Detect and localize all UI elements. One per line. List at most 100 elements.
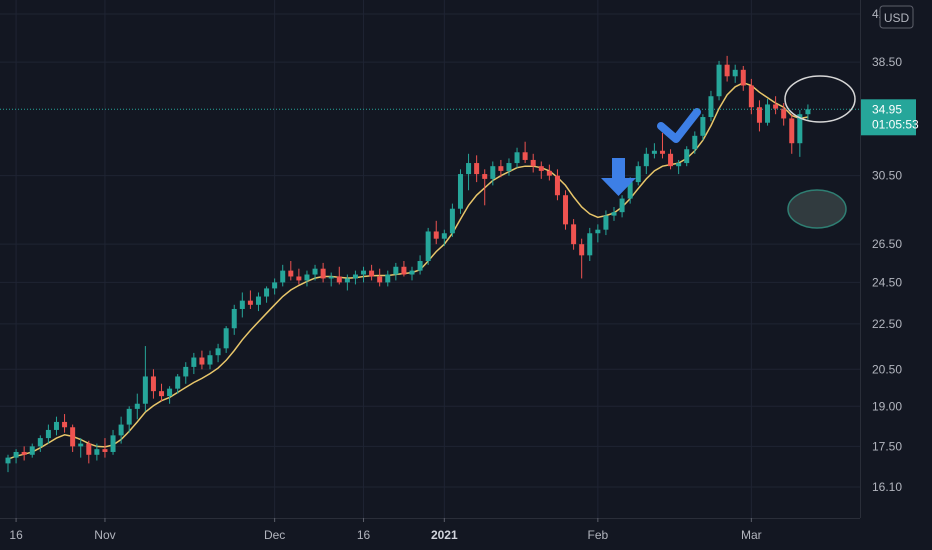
candle-up [5, 454, 11, 473]
candle-up [587, 227, 593, 262]
candle-up [619, 195, 625, 218]
candle-down [247, 290, 253, 309]
candle-up [603, 210, 609, 236]
candle-body [466, 163, 472, 175]
candle-down [377, 268, 383, 287]
candle-body [571, 224, 577, 245]
candle-down [781, 103, 787, 126]
candle-body [312, 268, 318, 275]
candle-down [296, 268, 302, 285]
candle-body [441, 233, 447, 239]
candle-down [538, 161, 544, 179]
candle-body [272, 282, 278, 289]
time-tick-label: Feb [587, 528, 608, 542]
candle-body [150, 376, 156, 392]
candle-body [449, 208, 455, 234]
candle-down [288, 261, 294, 281]
candle-body [627, 182, 633, 199]
candle-up [304, 270, 310, 287]
candle-body [716, 64, 722, 97]
candle-up [215, 343, 221, 363]
candle-up [53, 416, 59, 436]
candle-up [352, 270, 358, 285]
candle-body [805, 109, 811, 115]
candle-body [110, 435, 116, 452]
candle-body [86, 443, 92, 455]
price-tick-label: 24.50 [872, 275, 902, 289]
candle-body [21, 451, 27, 455]
candle-body [78, 443, 84, 447]
candle-body [304, 274, 310, 281]
candle-body [175, 376, 181, 389]
candle-down [433, 220, 439, 245]
candle-up [409, 266, 415, 281]
candle-body [425, 231, 431, 262]
last-price-badge-bg [861, 99, 916, 136]
candle-body [530, 159, 536, 167]
candle-body [369, 270, 375, 277]
candle-body [700, 117, 706, 136]
candle-up [328, 272, 334, 287]
candle-body [668, 153, 674, 167]
candle-up [425, 227, 431, 265]
candle-body [37, 438, 43, 447]
time-axis[interactable]: 16 Nov Dec 16 2021 Feb Mar [9, 518, 762, 542]
price-tick-label: 16.10 [872, 480, 902, 494]
candle-up [700, 114, 706, 141]
candle-up [29, 443, 35, 458]
candle-body [765, 104, 771, 123]
candle-up [765, 98, 771, 126]
candle-down [789, 114, 795, 154]
candle-down [740, 65, 746, 91]
candle-body [554, 175, 560, 196]
candle-up [272, 278, 278, 295]
annotation-circle-outline [784, 75, 856, 123]
candle-up [255, 292, 261, 312]
candle-up [490, 161, 496, 186]
candle-body [191, 357, 197, 367]
candle-down [579, 238, 585, 279]
candle-down [530, 153, 536, 173]
candle-body [797, 114, 803, 144]
currency-label[interactable]: USD [879, 5, 914, 29]
annotation-circle-filled [787, 189, 847, 229]
candle-up [676, 159, 682, 175]
candle-down [571, 219, 577, 250]
candle-up [635, 161, 641, 186]
candle-up [312, 264, 318, 281]
candle-down [748, 78, 754, 115]
candle-down [401, 261, 407, 277]
candle-body [651, 150, 657, 154]
candle-body [587, 233, 593, 256]
candle-up [361, 266, 367, 283]
candle-body [247, 300, 253, 305]
candle-down [498, 159, 504, 178]
candle-body [94, 449, 100, 455]
moving-average-line [7, 81, 809, 460]
candle-up [264, 286, 270, 303]
candle-body [29, 446, 35, 455]
candle-down [159, 383, 165, 402]
candle-up [716, 60, 722, 101]
candle-up [684, 146, 690, 167]
candle-up [441, 229, 447, 247]
candle-up [191, 352, 197, 375]
candle-up [223, 326, 229, 353]
price-axis[interactable]: 16.10 17.50 19.00 20.50 22.50 24.50 26.50 30.50… [872, 7, 902, 494]
candle-body [142, 376, 148, 404]
candle-up [417, 255, 423, 275]
annotation-down-arrow-icon [601, 158, 636, 196]
candle-body [183, 366, 189, 377]
candle-down [369, 264, 375, 281]
candle-up [239, 292, 245, 318]
candle-body [522, 152, 528, 160]
candle-up [13, 449, 19, 464]
candle-body [692, 135, 698, 150]
candle-body [215, 348, 221, 356]
candle-up [385, 270, 391, 287]
candle-up [805, 104, 811, 120]
candle-body [320, 268, 326, 279]
candle-body [118, 424, 124, 436]
candle-down [102, 438, 108, 458]
